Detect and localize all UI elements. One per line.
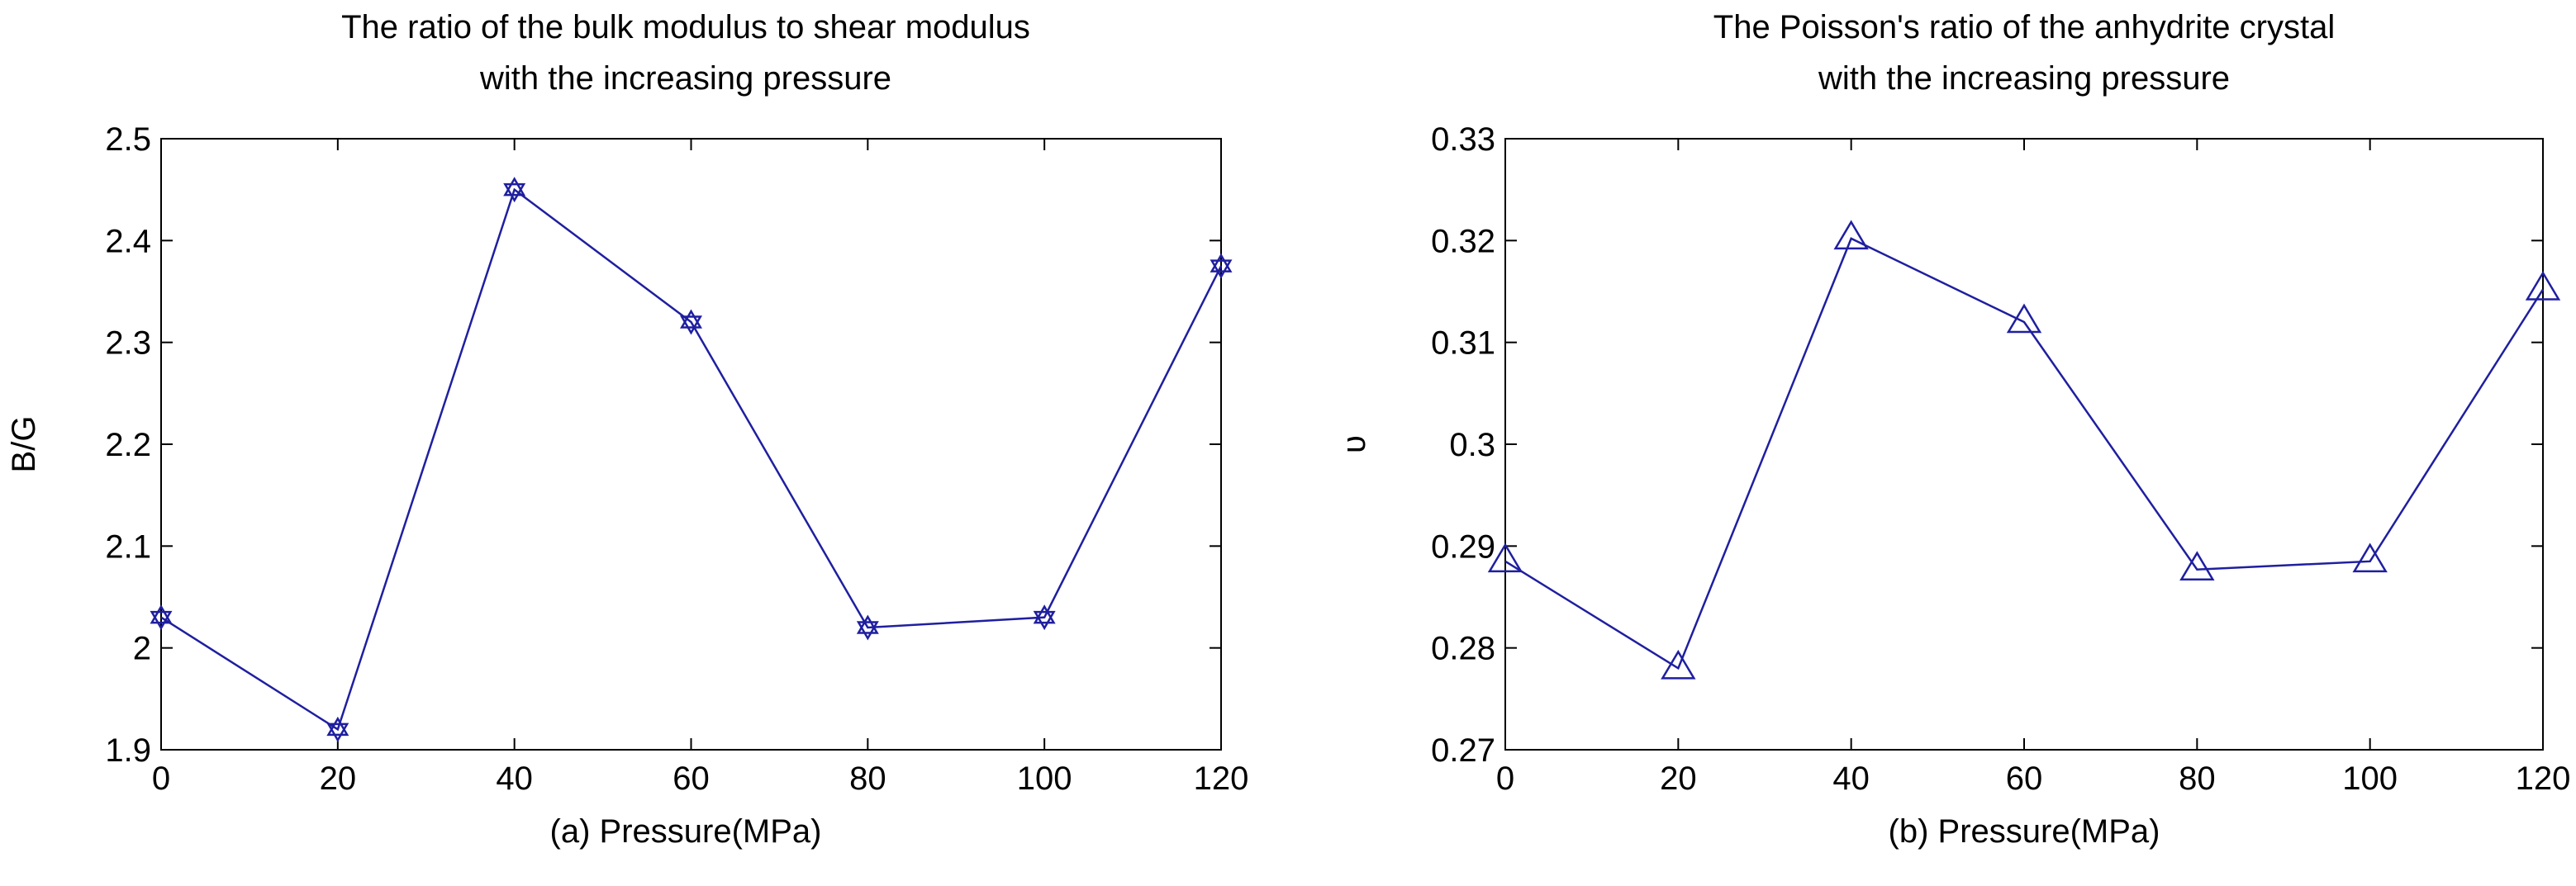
x-tick-label: 120 [1194,760,1249,797]
x-tick-label: 0 [152,760,170,797]
x-axis-label: (b) Pressure(MPa) [1889,813,2160,850]
x-tick-label: 80 [849,760,886,797]
chart-a: The ratio of the bulk modulus to shear m… [6,9,1248,850]
data-point [503,177,526,203]
data-point [2352,542,2388,573]
y-tick-label: 0.28 [1431,631,1495,667]
data-point [2006,303,2042,334]
x-tick-label: 20 [320,760,357,797]
y-tick-label: 2.3 [105,325,151,362]
y-tick-label: 0.29 [1431,528,1495,565]
x-tick-label: 60 [2006,760,2043,797]
x-tick-label: 60 [673,760,710,797]
chart-title-line: The ratio of the bulk modulus to shear m… [341,9,1030,45]
x-tick-label: 40 [1832,760,1870,797]
x-tick-label: 40 [496,760,533,797]
data-point [1661,649,1696,680]
x-tick-label: 100 [1017,760,1072,797]
chart-title-line: The Poisson's ratio of the anhydrite cry… [1713,9,2335,45]
data-point [1487,542,1523,573]
y-tick-label: 1.9 [105,732,151,769]
x-tick-label: 0 [1496,760,1514,797]
chart-b: The Poisson's ratio of the anhydrite cry… [1336,9,2570,850]
data-point [1033,604,1056,631]
y-tick-label: 2.5 [105,121,151,158]
y-tick-label: 2.2 [105,427,151,463]
x-tick-label: 120 [2516,760,2571,797]
y-axis-label: B/G [6,416,42,473]
y-tick-label: 0.31 [1431,325,1495,362]
plot-frame [160,138,1222,751]
y-tick-label: 0.32 [1431,223,1495,259]
chart-title-line: with the increasing pressure [479,60,891,97]
series-line [160,187,1223,732]
x-tick-label: 20 [1660,760,1697,797]
data-point [326,716,349,742]
x-tick-label: 100 [2342,760,2398,797]
y-tick-label: 2.1 [105,528,151,565]
data-point [680,309,702,335]
data-point [2179,551,2215,580]
y-tick-label: 2 [133,631,151,667]
data-point [1210,253,1233,279]
x-axis-label: (a) Pressure(MPa) [550,813,822,850]
y-axis-label: υ [1336,435,1372,453]
series-line [1504,237,2545,670]
y-tick-label: 0.3 [1449,427,1495,463]
data-point [2525,271,2561,301]
y-tick-label: 0.27 [1431,732,1495,769]
y-tick-label: 2.4 [105,223,151,259]
data-point [150,604,173,631]
data-point [1833,220,1869,250]
x-tick-label: 80 [2179,760,2216,797]
y-tick-label: 0.33 [1431,121,1495,158]
chart-title-line: with the increasing pressure [1818,60,2230,97]
data-point [856,614,879,641]
